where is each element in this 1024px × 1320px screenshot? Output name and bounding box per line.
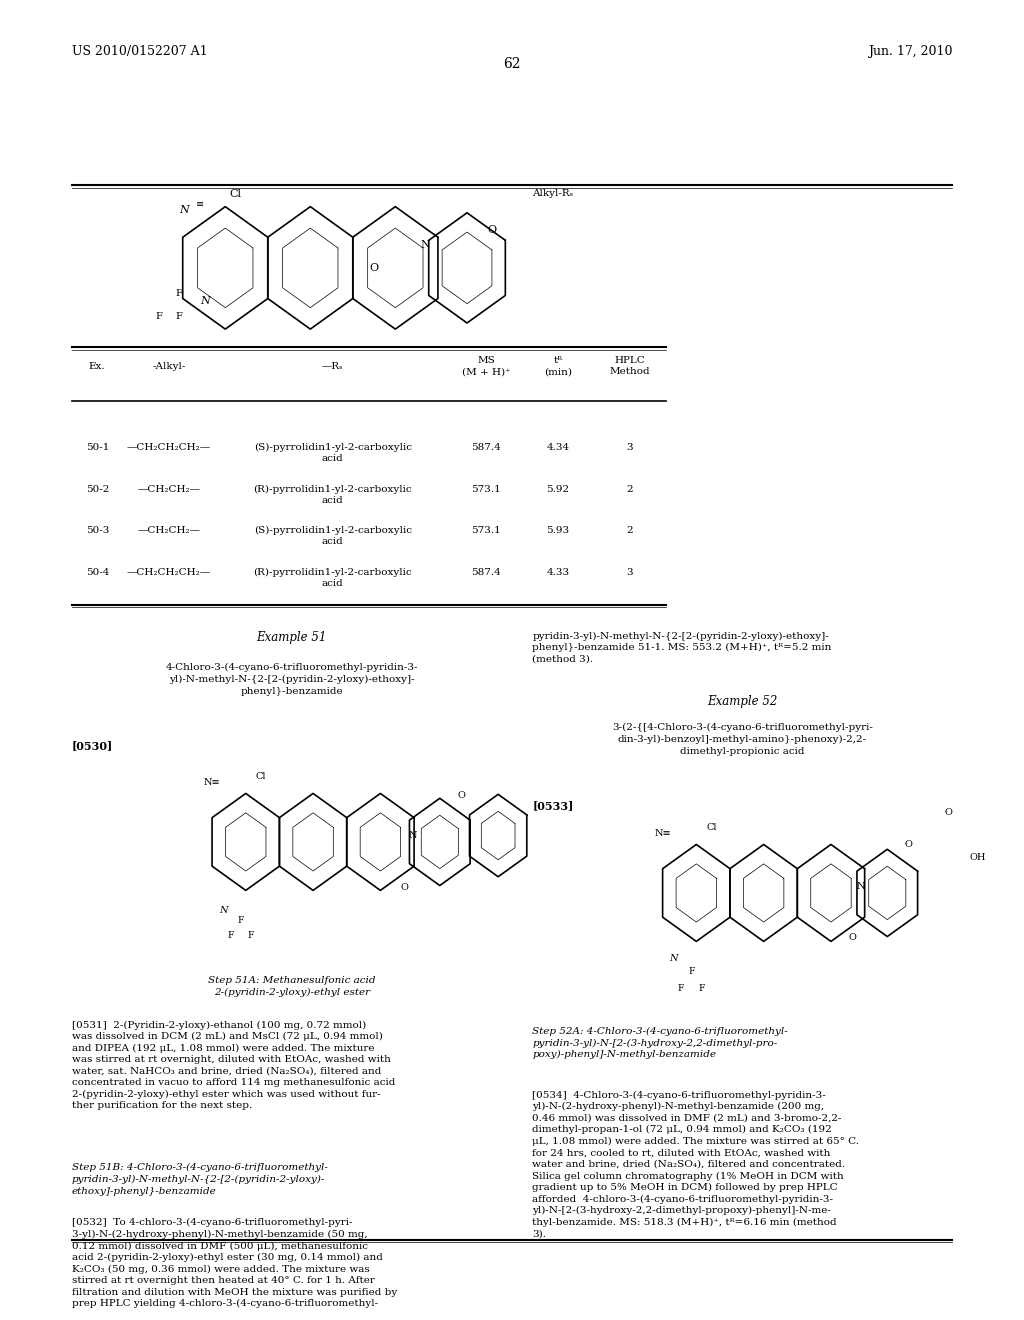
Text: 2: 2 [627, 525, 633, 535]
Text: Example 52: Example 52 [708, 696, 777, 709]
Text: 50-4: 50-4 [86, 568, 109, 577]
Text: US 2010/0152207 A1: US 2010/0152207 A1 [72, 45, 207, 58]
Text: [0532]  To 4-chloro-3-(4-cyano-6-trifluoromethyl-pyri-
3-yl)-N-(2-hydroxy-phenyl: [0532] To 4-chloro-3-(4-cyano-6-trifluor… [72, 1218, 397, 1308]
Text: Cl: Cl [229, 189, 242, 199]
Text: 3: 3 [627, 568, 633, 577]
Text: (R)-pyrrolidin1-yl-2-carboxylic
acid: (R)-pyrrolidin1-yl-2-carboxylic acid [254, 568, 412, 587]
Text: N: N [856, 882, 865, 891]
Text: 573.1: 573.1 [471, 525, 502, 535]
Text: N: N [420, 240, 430, 249]
Text: [0531]  2-(Pyridin-2-yloxy)-ethanol (100 mg, 0.72 mmol)
was dissolved in DCM (2 : [0531] 2-(Pyridin-2-yloxy)-ethanol (100 … [72, 1020, 395, 1110]
Text: 587.4: 587.4 [471, 568, 502, 577]
Text: [0534]  4-Chloro-3-(4-cyano-6-trifluoromethyl-pyridin-3-
yl)-N-(2-hydroxy-phenyl: [0534] 4-Chloro-3-(4-cyano-6-trifluorome… [532, 1090, 859, 1238]
Text: (R)-pyrrolidin1-yl-2-carboxylic
acid: (R)-pyrrolidin1-yl-2-carboxylic acid [254, 484, 412, 506]
Text: [0530]: [0530] [72, 739, 113, 751]
Text: N: N [219, 906, 227, 915]
Text: O: O [400, 883, 409, 892]
Text: N≡: N≡ [654, 829, 671, 838]
Text: Alkyl-Rₛ: Alkyl-Rₛ [532, 189, 573, 198]
Text: 5.92: 5.92 [547, 484, 569, 494]
Text: —CH₂CH₂CH₂—: —CH₂CH₂CH₂— [127, 568, 211, 577]
Text: ≡: ≡ [196, 199, 204, 209]
Text: —CH₂CH₂—: —CH₂CH₂— [137, 525, 201, 535]
Text: O: O [370, 263, 378, 273]
Text: Jun. 17, 2010: Jun. 17, 2010 [867, 45, 952, 58]
Text: 587.4: 587.4 [471, 442, 502, 451]
Text: N: N [409, 832, 418, 840]
Text: pyridin-3-yl)-N-methyl-N-{2-[2-(pyridin-2-yloxy)-ethoxy]-
phenyl}-benzamide 51-1: pyridin-3-yl)-N-methyl-N-{2-[2-(pyridin-… [532, 631, 831, 664]
Text: tᴿ
(min): tᴿ (min) [544, 356, 572, 376]
Text: —CH₂CH₂CH₂—: —CH₂CH₂CH₂— [127, 442, 211, 451]
Text: MS
(M + H)⁺: MS (M + H)⁺ [462, 356, 511, 376]
Text: N≡: N≡ [204, 777, 220, 787]
Text: —Rₛ: —Rₛ [322, 362, 344, 371]
Text: Ex.: Ex. [89, 362, 105, 371]
Text: —CH₂CH₂—: —CH₂CH₂— [137, 484, 201, 494]
Text: 4.33: 4.33 [547, 568, 569, 577]
Text: F: F [698, 983, 705, 993]
Text: HPLC
Method: HPLC Method [609, 356, 650, 376]
Text: -Alkyl-: -Alkyl- [153, 362, 185, 371]
Text: (S)-pyrrolidin1-yl-2-carboxylic
acid: (S)-pyrrolidin1-yl-2-carboxylic acid [254, 525, 412, 545]
Text: 3-(2-{[4-Chloro-3-(4-cyano-6-trifluoromethyl-pyri-
din-3-yl)-benzoyl]-methyl-ami: 3-(2-{[4-Chloro-3-(4-cyano-6-trifluorome… [612, 723, 872, 756]
Text: 573.1: 573.1 [471, 484, 502, 494]
Text: F: F [176, 289, 182, 298]
Text: O: O [945, 808, 952, 817]
Text: OH: OH [969, 853, 986, 862]
Text: [0533]: [0533] [532, 800, 573, 810]
Text: 4.34: 4.34 [547, 442, 569, 451]
Text: 50-2: 50-2 [86, 484, 109, 494]
Text: 3: 3 [627, 442, 633, 451]
Text: 62: 62 [503, 57, 521, 71]
Text: F: F [238, 916, 244, 925]
Text: (S)-pyrrolidin1-yl-2-carboxylic
acid: (S)-pyrrolidin1-yl-2-carboxylic acid [254, 442, 412, 463]
Text: F: F [688, 968, 694, 975]
Text: N: N [200, 296, 210, 306]
Text: F: F [176, 312, 182, 321]
Text: F: F [678, 983, 684, 993]
Text: 50-3: 50-3 [86, 525, 109, 535]
Text: Step 51A: Methanesulfonic acid
2-(pyridin-2-yloxy)-ethyl ester: Step 51A: Methanesulfonic acid 2-(pyridi… [208, 975, 376, 997]
Text: N: N [670, 954, 678, 964]
Text: 4-Chloro-3-(4-cyano-6-trifluoromethyl-pyridin-3-
yl)-N-methyl-N-{2-[2-(pyridin-2: 4-Chloro-3-(4-cyano-6-trifluoromethyl-py… [166, 664, 418, 696]
Text: N: N [179, 206, 189, 215]
Text: F: F [227, 931, 233, 940]
Text: O: O [487, 224, 496, 235]
Text: O: O [457, 792, 465, 800]
Text: Step 51B: 4-Chloro-3-(4-cyano-6-trifluoromethyl-
pyridin-3-yl)-N-methyl-N-{2-[2-: Step 51B: 4-Chloro-3-(4-cyano-6-trifluor… [72, 1163, 328, 1196]
Text: 50-1: 50-1 [86, 442, 109, 451]
Text: F: F [156, 312, 162, 321]
Text: F: F [248, 931, 254, 940]
Text: 2: 2 [627, 484, 633, 494]
Text: Step 52A: 4-Chloro-3-(4-cyano-6-trifluoromethyl-
pyridin-3-yl)-N-[2-(3-hydroxy-2: Step 52A: 4-Chloro-3-(4-cyano-6-trifluor… [532, 1027, 788, 1059]
Text: Cl: Cl [707, 822, 717, 832]
Text: O: O [904, 840, 912, 849]
Text: Example 51: Example 51 [257, 631, 327, 644]
Text: 5.93: 5.93 [547, 525, 569, 535]
Text: Cl: Cl [256, 772, 266, 780]
Text: O: O [848, 933, 856, 942]
